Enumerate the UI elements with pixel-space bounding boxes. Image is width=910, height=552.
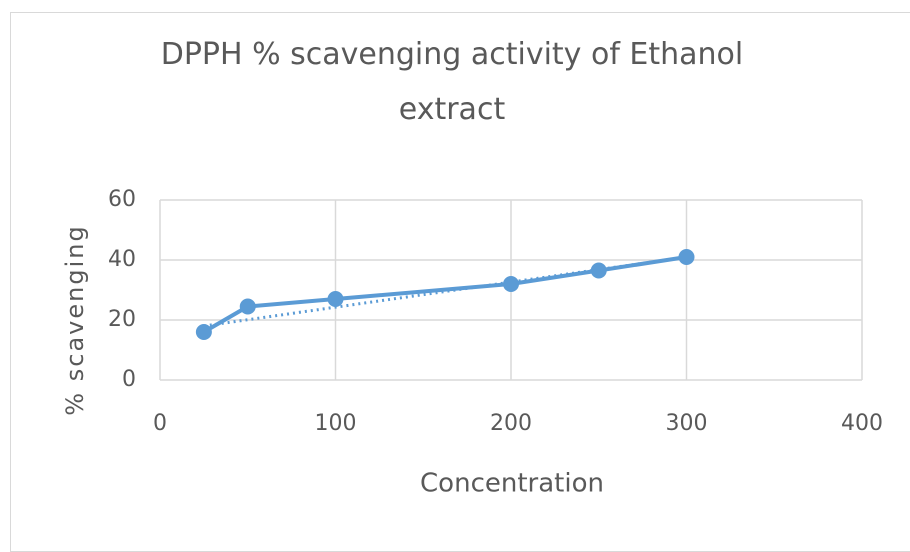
- y-tick-label: 20: [108, 307, 136, 332]
- y-tick-label: 40: [108, 247, 136, 272]
- chart-title: DPPH % scavenging activity of Ethanol ex…: [160, 37, 744, 127]
- y-axis-label: % scavenging: [61, 224, 89, 415]
- y-tick-label: 0: [122, 367, 136, 392]
- x-tick-label: 400: [841, 411, 883, 436]
- data-point: [327, 291, 344, 307]
- chart: Concentration % scavenging 0 20 40 60 0 100 20…: [61, 187, 883, 499]
- data-point: [239, 298, 256, 315]
- x-tick-label: 0: [153, 411, 167, 436]
- y-tick-label: 60: [108, 187, 136, 212]
- data-point: [195, 324, 212, 340]
- x-tick-label: 200: [490, 411, 532, 436]
- page: DPPH % scavenging activity of Ethanol ex…: [10, 12, 910, 552]
- data-point: [590, 262, 607, 279]
- data-point: [678, 249, 695, 265]
- x-axis-label: Concentration: [420, 469, 604, 499]
- x-tick-label: 100: [315, 411, 357, 436]
- data-line: [202, 255, 687, 334]
- x-tick-label: 300: [666, 411, 708, 436]
- data-point: [503, 276, 519, 292]
